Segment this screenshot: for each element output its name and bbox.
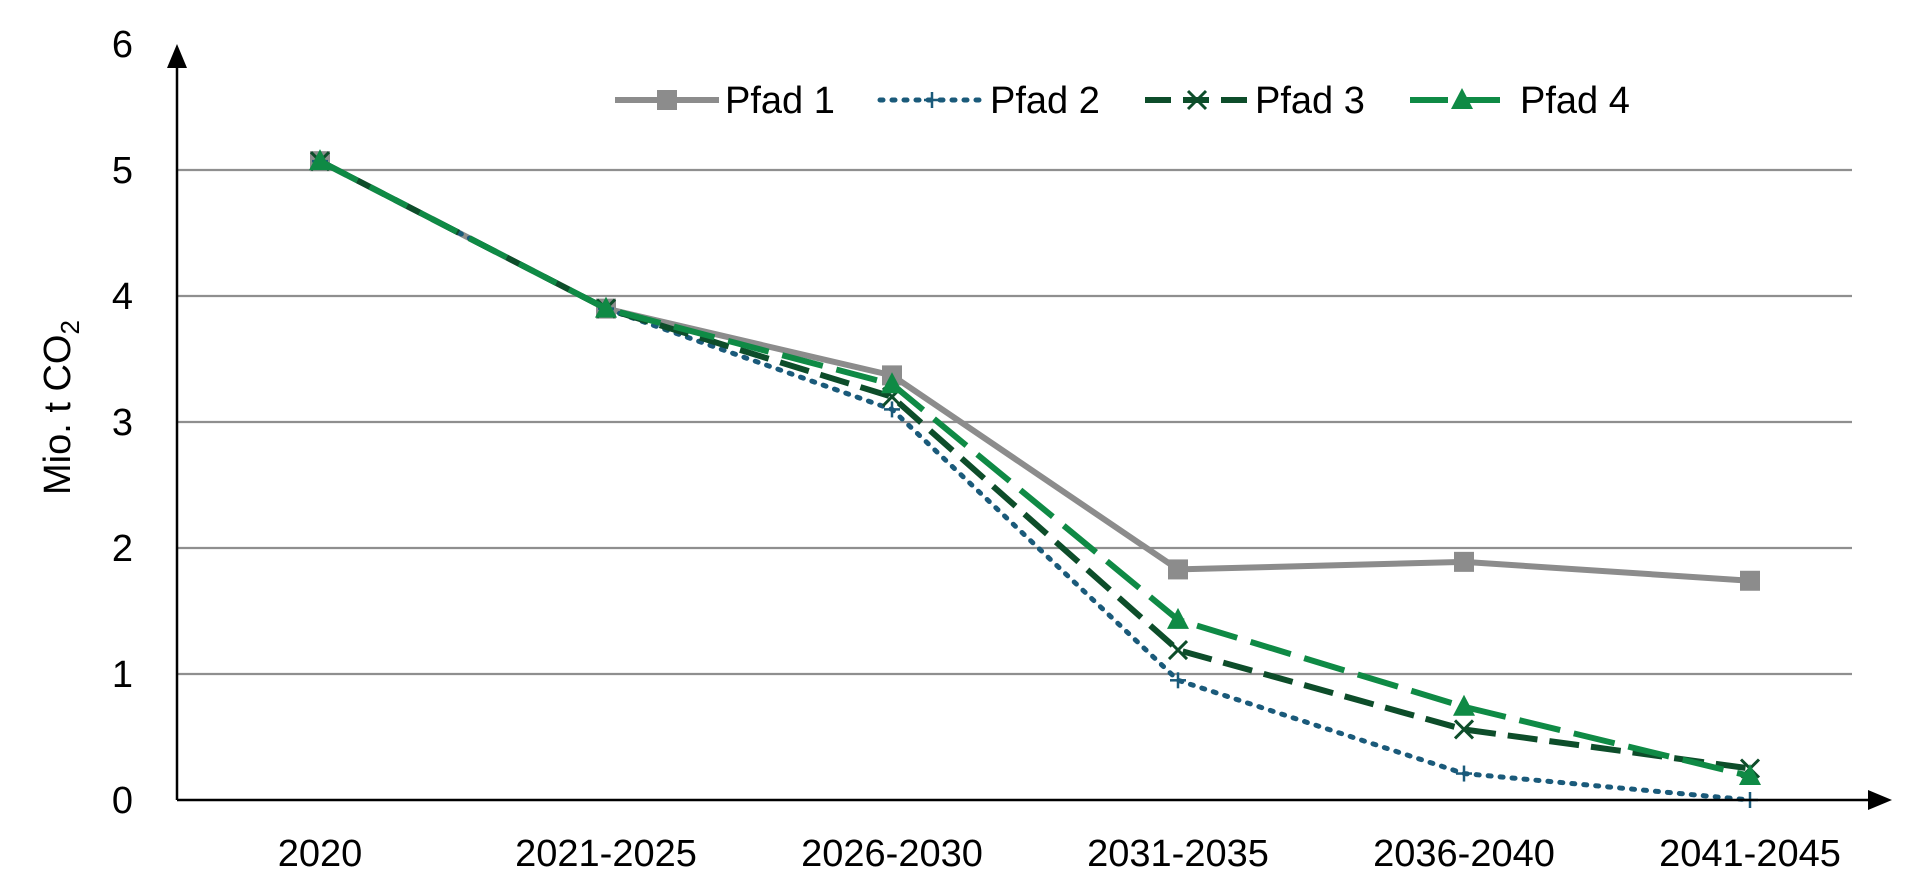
data-point (1454, 551, 1474, 572)
series-layer (309, 149, 1761, 808)
x-tick-label: 2031-2035 (1087, 833, 1269, 875)
legend-label: Pfad 1 (725, 80, 835, 122)
y-tick-label: 5 (112, 150, 133, 192)
y-tick-label: 4 (112, 276, 133, 318)
data-point (884, 401, 900, 418)
legend-marker (924, 92, 940, 108)
y-tick-label: 0 (112, 780, 133, 822)
legend-marker (657, 90, 677, 110)
y-tick-label: 1 (112, 654, 133, 696)
data-point (1453, 719, 1475, 740)
axes (167, 44, 1892, 810)
y-axis-title: Mio. t CO2 (37, 320, 85, 495)
x-axis-tick-labels: 2020 2021-2025 2026-2030 2031-2035 2036-2040… (278, 833, 1841, 875)
data-point (309, 149, 331, 171)
series-line (318, 158, 1751, 584)
legend-entry-3: Pfad 3 (1145, 80, 1365, 122)
series-line (318, 158, 1751, 772)
legend-marker (1186, 89, 1208, 111)
data-point (1739, 764, 1761, 786)
legend-entry-4: Pfad 4 (1410, 80, 1630, 122)
legend-marker (1451, 88, 1473, 109)
data-point (1170, 672, 1186, 689)
data-point (1167, 607, 1189, 629)
data-point (1453, 694, 1475, 716)
legend: Pfad 1 Pfad 2 Pfad 3 Pfad 4 (615, 80, 1630, 122)
data-point (595, 296, 617, 318)
data-point (1167, 639, 1189, 661)
series-3 (309, 151, 1761, 779)
y-axis-tick-labels: 0 1 2 3 4 5 6 (112, 24, 133, 822)
series-2 (312, 153, 1758, 808)
legend-label: Pfad 2 (990, 80, 1100, 122)
grid-lines (177, 168, 1852, 676)
data-point (1740, 570, 1760, 591)
x-tick-label: 2020 (278, 833, 363, 875)
x-tick-label: 2021-2025 (515, 833, 697, 875)
data-point (881, 372, 903, 394)
x-tick-label: 2026-2030 (801, 833, 983, 875)
data-point (1168, 559, 1188, 580)
legend-entry-2: Pfad 2 (877, 80, 1100, 122)
x-axis-arrow (1868, 790, 1892, 810)
data-point (1456, 765, 1472, 782)
legend-label: Pfad 3 (1255, 80, 1365, 122)
x-tick-label: 2036-2040 (1373, 833, 1555, 875)
series-line (318, 158, 1751, 779)
y-tick-label: 6 (112, 24, 133, 66)
y-axis-arrow (167, 44, 187, 68)
y-tick-label: 3 (112, 402, 133, 444)
x-tick-label: 2041-2045 (1659, 833, 1841, 875)
y-axis-title-main: Mio. t CO (37, 335, 79, 495)
y-tick-label: 2 (112, 528, 133, 570)
legend-label: Pfad 4 (1520, 80, 1630, 122)
series-line (317, 158, 1753, 803)
series-4 (309, 149, 1761, 786)
y-axis-title-subscript: 2 (55, 320, 85, 334)
legend-entry-1: Pfad 1 (615, 80, 835, 122)
